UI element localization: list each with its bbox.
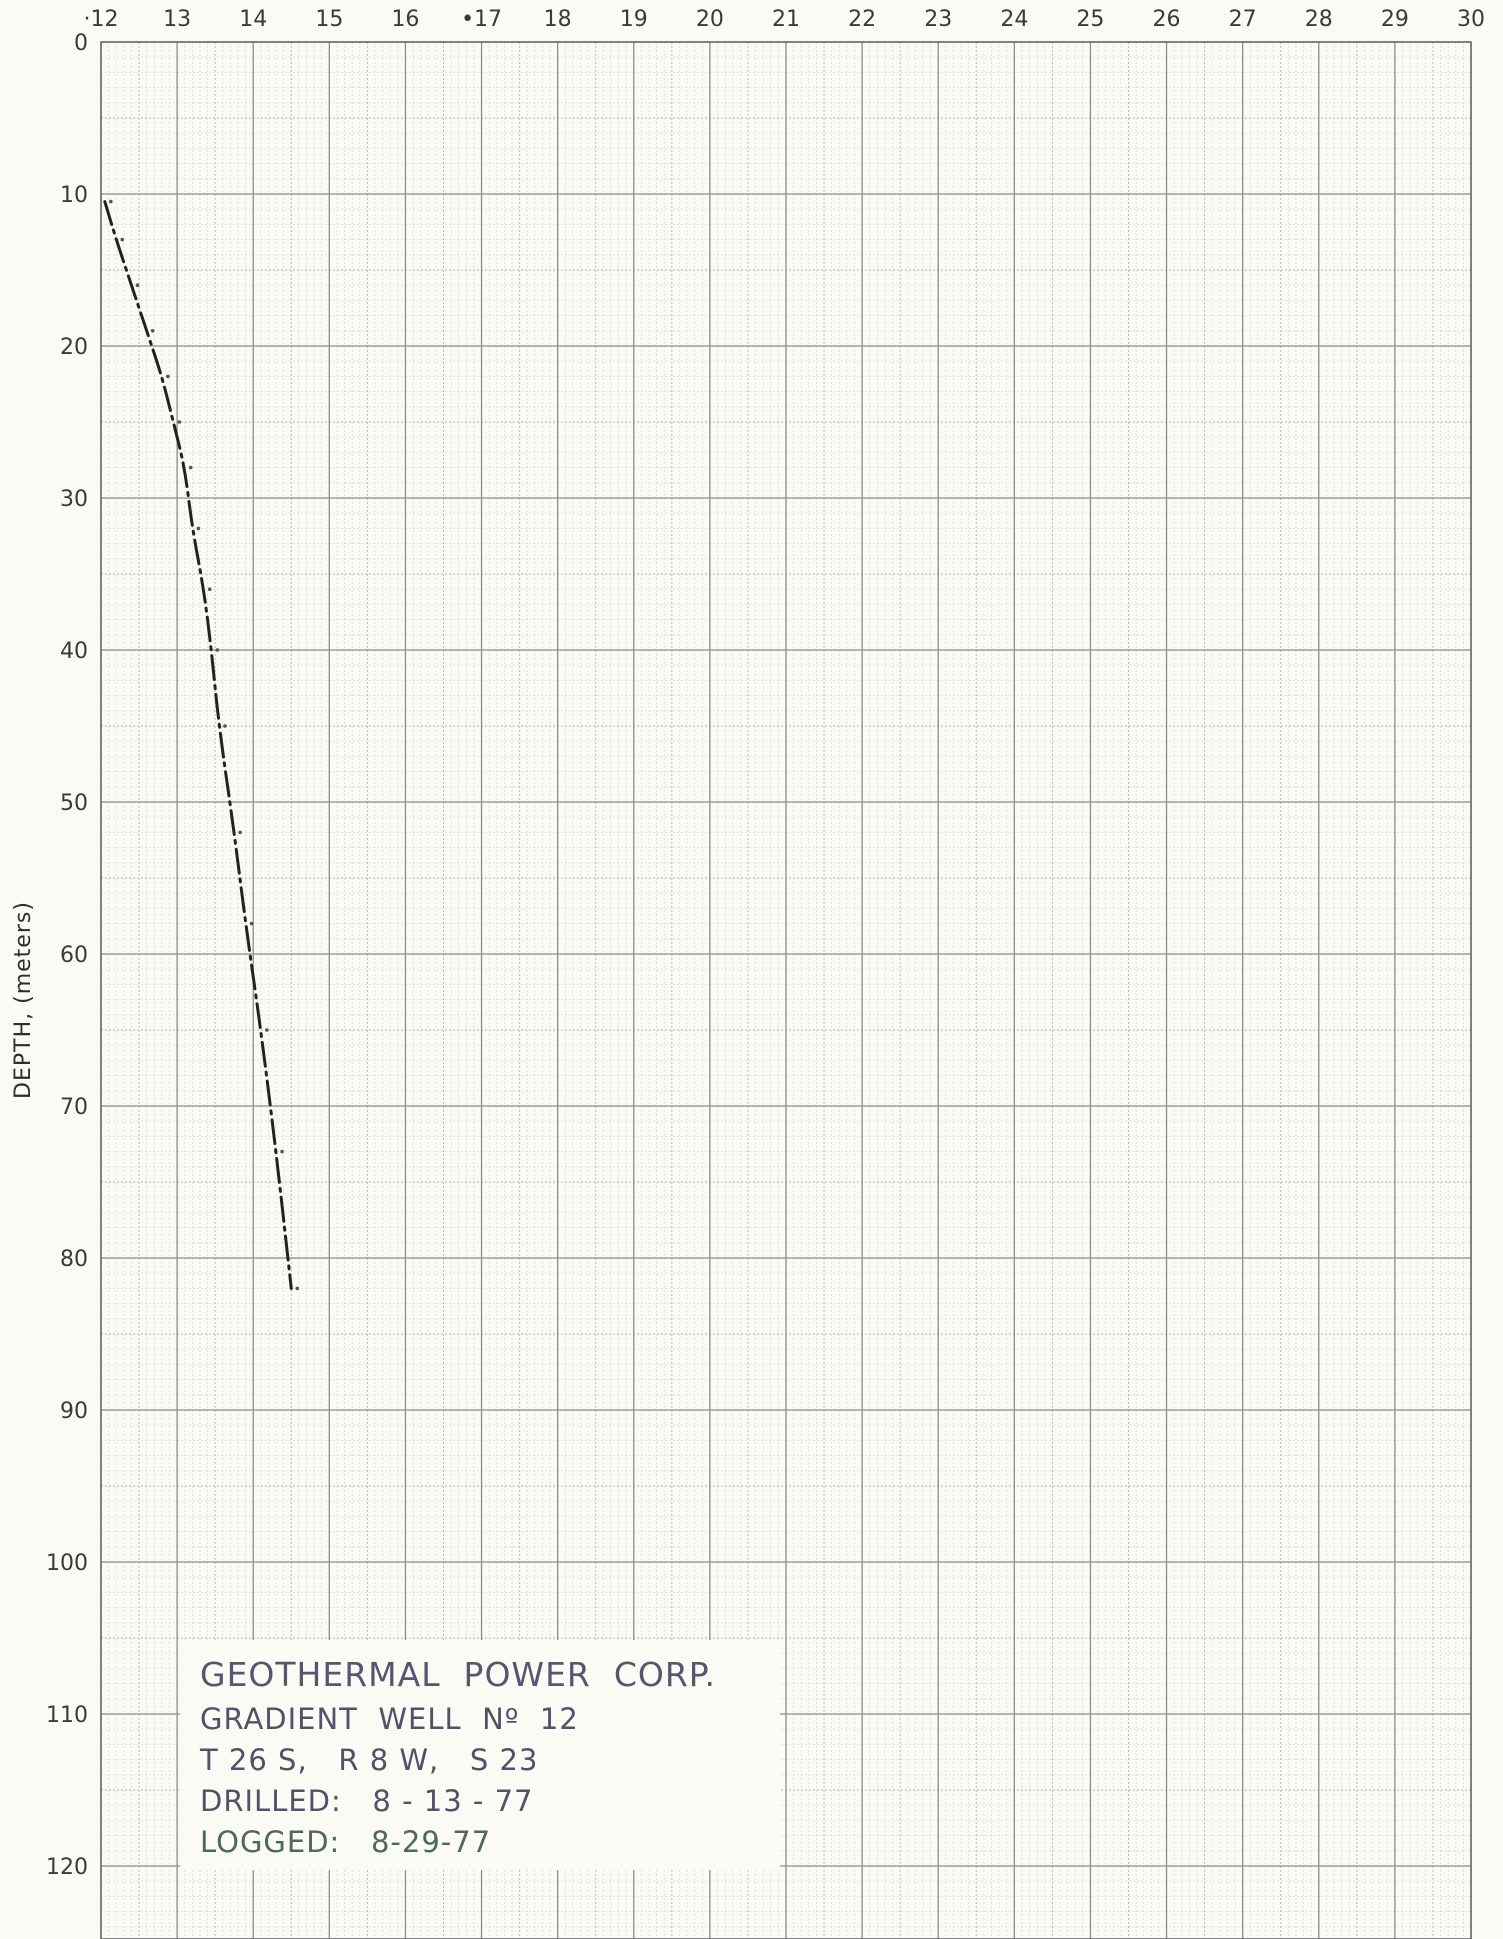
stamp-well: GRADIENT WELL Nº 12 bbox=[200, 1702, 579, 1736]
y-tick-label: 20 bbox=[60, 335, 88, 360]
data-point bbox=[135, 283, 140, 288]
series-layer bbox=[103, 199, 300, 1291]
y-tick-labels: 0 10 20 30 40 50 60 70 80 90 100 110 120 bbox=[46, 31, 88, 1880]
stamp-company: GEOTHERMAL POWER CORP. bbox=[200, 1655, 717, 1694]
data-point bbox=[265, 1028, 269, 1032]
data-point bbox=[188, 465, 193, 470]
x-tick-label: 29 bbox=[1381, 7, 1409, 32]
x-tick-label: 24 bbox=[1000, 7, 1028, 32]
stamp-location: T 26 S, R 8 W, S 23 bbox=[200, 1743, 539, 1777]
x-tick-label: 15 bbox=[315, 7, 343, 32]
data-point bbox=[120, 237, 125, 242]
data-point bbox=[238, 830, 242, 835]
x-tick-labels: ·12 13 14 15 16 •17 18 19 20 21 22 23 24 25 26 27 28 29 30 bbox=[84, 7, 1486, 32]
data-point bbox=[150, 329, 155, 333]
data-point bbox=[196, 526, 201, 531]
x-tick-label: 23 bbox=[924, 7, 952, 32]
data-point bbox=[207, 587, 212, 591]
x-tick-label: 14 bbox=[239, 7, 267, 32]
data-point bbox=[280, 1149, 284, 1154]
x-tick-label: ·12 bbox=[84, 7, 119, 32]
x-tick-label: •17 bbox=[461, 7, 502, 32]
y-tick-label: 0 bbox=[74, 31, 88, 56]
y-tick-label: 10 bbox=[60, 183, 88, 208]
y-tick-label: 120 bbox=[46, 1855, 88, 1880]
y-tick-label: 90 bbox=[60, 1399, 88, 1424]
well-info-stamp: GEOTHERMAL POWER CORP. GRADIENT WELL Nº … bbox=[180, 1640, 780, 1870]
x-tick-label: 26 bbox=[1153, 7, 1181, 32]
y-tick-label: 80 bbox=[60, 1247, 88, 1272]
stamp-drilled: DRILLED: 8 - 13 - 77 bbox=[200, 1784, 534, 1818]
y-tick-label: 30 bbox=[60, 487, 88, 512]
y-tick-label: 110 bbox=[46, 1703, 88, 1728]
major-grid bbox=[100, 41, 1472, 1939]
x-tick-label: 20 bbox=[696, 7, 724, 32]
data-point bbox=[223, 724, 227, 728]
data-point bbox=[249, 921, 254, 926]
x-tick-label: 18 bbox=[544, 7, 572, 32]
data-point bbox=[295, 1286, 300, 1291]
x-tick-label: 28 bbox=[1305, 7, 1333, 32]
stamp-logged: LOGGED: 8-29-77 bbox=[200, 1825, 492, 1859]
x-tick-label: 30 bbox=[1457, 7, 1485, 32]
data-point bbox=[166, 374, 170, 379]
x-tick-label: 25 bbox=[1076, 7, 1104, 32]
x-tick-label: 16 bbox=[391, 7, 419, 32]
y-tick-label: 40 bbox=[60, 639, 88, 664]
y-axis-label: DEPTH, (meters) bbox=[11, 901, 36, 1099]
x-tick-label: 22 bbox=[848, 7, 876, 32]
data-point bbox=[109, 199, 113, 204]
y-tick-label: 60 bbox=[60, 943, 88, 968]
y-tick-label: 50 bbox=[60, 791, 88, 816]
x-tick-label: 21 bbox=[772, 7, 800, 32]
y-tick-label: 100 bbox=[46, 1551, 88, 1576]
data-point bbox=[215, 648, 220, 652]
plot-frame bbox=[100, 41, 1472, 1939]
x-tick-label: 27 bbox=[1229, 7, 1257, 32]
data-point bbox=[177, 420, 182, 424]
x-tick-label: 13 bbox=[163, 7, 191, 32]
y-tick-label: 70 bbox=[60, 1095, 88, 1120]
series-line-0 bbox=[103, 200, 293, 1290]
x-tick-label: 19 bbox=[620, 7, 648, 32]
